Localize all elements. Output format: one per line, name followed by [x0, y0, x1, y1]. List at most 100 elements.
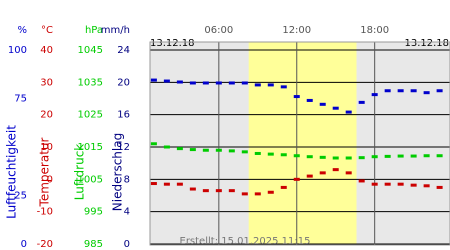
axis-title: Temperatur [38, 137, 52, 207]
data-dash [306, 174, 313, 178]
data-dash [384, 182, 391, 186]
data-dash [189, 187, 196, 191]
data-dash [189, 81, 196, 85]
data-dash [254, 151, 261, 155]
y-tick-label: 8 [124, 174, 130, 185]
data-dash [384, 154, 391, 158]
y-tick-label: 4 [124, 207, 130, 218]
data-dash [423, 91, 430, 95]
data-dash [293, 95, 300, 99]
data-dash [345, 171, 352, 175]
data-dash [423, 184, 430, 188]
y-tick-label: 995 [84, 207, 103, 218]
data-dash [293, 177, 300, 181]
y-tick-label: 1045 [78, 45, 103, 56]
data-dash [150, 142, 157, 146]
data-dash [332, 106, 339, 110]
data-dash [176, 80, 183, 84]
data-dash [345, 156, 352, 160]
y-tick-label: 0 [124, 239, 130, 250]
data-dash [306, 98, 313, 102]
y-tick-label: 75 [14, 94, 27, 105]
data-dash [241, 192, 248, 196]
y-tick-label: 20 [40, 110, 53, 121]
y-tick-label: 0 [21, 239, 27, 250]
data-dash [371, 155, 378, 159]
data-dash [423, 154, 430, 158]
data-dash [202, 81, 209, 85]
data-dash [215, 189, 222, 193]
data-dash [241, 81, 248, 85]
data-dash [163, 145, 170, 149]
axis-unit: mm/h [101, 25, 130, 36]
data-dash [384, 89, 391, 93]
x-tick-label: 12:00 [282, 25, 311, 36]
data-dash [358, 156, 365, 160]
data-dash [241, 150, 248, 154]
data-dash [436, 89, 443, 93]
plot-border [149, 41, 450, 246]
data-dash [267, 152, 274, 156]
daylight-band [248, 42, 357, 245]
axis-unit: % [17, 25, 27, 36]
data-dash [150, 78, 157, 82]
data-dash [176, 147, 183, 151]
date-right: 13.12.18 [404, 38, 449, 49]
data-dash [293, 154, 300, 158]
data-dash [358, 179, 365, 183]
data-dash [410, 183, 417, 187]
data-dash [254, 192, 261, 196]
data-dash [397, 154, 404, 158]
axis-title: Luftdruck [73, 144, 87, 201]
data-dash [202, 189, 209, 193]
y-tick-label: 16 [117, 110, 130, 121]
y-tick-label: 1025 [78, 110, 103, 121]
axis-title: Luftfeuchtigkeit [5, 125, 19, 219]
data-dash [280, 185, 287, 189]
y-tick-label: 100 [8, 45, 27, 56]
data-dash [163, 182, 170, 186]
data-dash [410, 154, 417, 158]
data-dash [150, 182, 157, 186]
data-dash [215, 81, 222, 85]
data-dash [319, 155, 326, 159]
y-tick-label: -10 [37, 207, 53, 218]
axis-unit: hPa [85, 25, 103, 36]
data-dash [280, 153, 287, 157]
data-dash [215, 148, 222, 152]
axis-unit: °C [41, 25, 53, 36]
date-left: 13.12.18 [150, 38, 195, 49]
data-dash [202, 148, 209, 152]
data-dash [176, 182, 183, 186]
data-dash [345, 110, 352, 114]
y-tick-label: 1035 [78, 77, 103, 88]
y-tick-label: 0 [47, 174, 53, 185]
data-dash [280, 85, 287, 89]
data-dash [371, 182, 378, 186]
data-dash [306, 155, 313, 159]
axis-title: Niederschlag [111, 133, 125, 211]
y-tick-label: 24 [117, 45, 130, 56]
data-dash [397, 182, 404, 186]
y-tick-label: 985 [84, 239, 103, 250]
data-dash [267, 83, 274, 87]
data-dash [371, 93, 378, 97]
data-dash [410, 89, 417, 93]
data-dash [267, 190, 274, 194]
data-dash [228, 81, 235, 85]
y-tick-label: 20 [117, 77, 130, 88]
data-dash [436, 154, 443, 158]
x-tick-label: 06:00 [204, 25, 233, 36]
data-dash [163, 79, 170, 83]
data-dash [397, 89, 404, 93]
data-dash [332, 156, 339, 160]
y-tick-label: 12 [117, 142, 130, 153]
data-dash [319, 171, 326, 175]
y-tick-label: 30 [40, 77, 53, 88]
data-dash [228, 149, 235, 153]
y-tick-label: 1005 [78, 174, 103, 185]
data-dash [228, 189, 235, 193]
y-tick-label: 10 [40, 142, 53, 153]
data-dash [332, 168, 339, 172]
footer: Erstellt: 15.01.2025 11:15 [180, 236, 311, 247]
